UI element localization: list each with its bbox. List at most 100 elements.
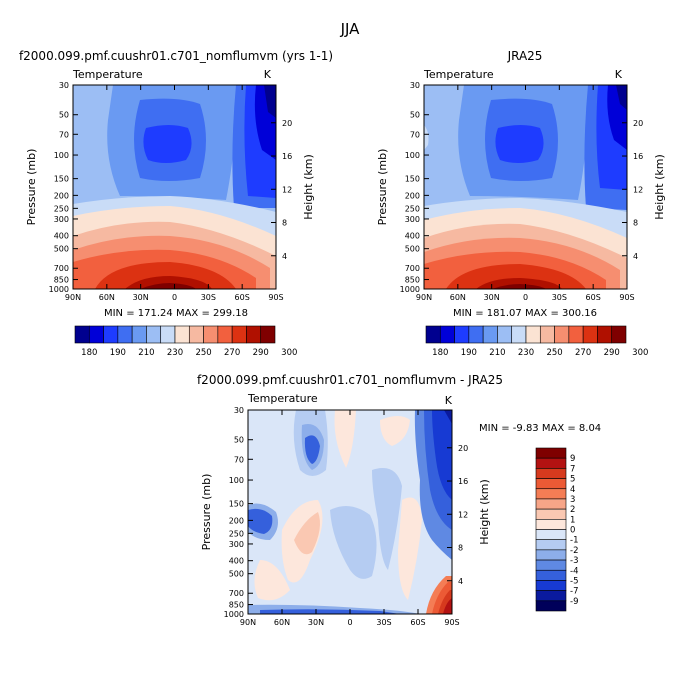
colorbar-label: -9 <box>570 597 578 607</box>
y-tick-label: 300 <box>54 215 69 224</box>
colorbar-swatch <box>535 559 567 571</box>
colorbar-swatch <box>535 549 567 561</box>
x-tick-label: 60S <box>235 293 250 302</box>
colorbar-swatch <box>535 468 567 479</box>
y-tick-label: 400 <box>405 232 420 241</box>
x-tick-label: 90S <box>444 618 459 627</box>
colorbar-swatch <box>535 508 567 520</box>
colorbar-label: 5 <box>570 475 575 485</box>
contour-field <box>73 85 276 289</box>
y-ticks-right: 20 16 12 8 4 <box>622 119 643 261</box>
colorbar-label: 290 <box>604 348 620 358</box>
y-axis-label: Pressure (mb) <box>200 474 213 551</box>
colorbar-swatch <box>535 580 567 591</box>
y-axis-label: Pressure (mb) <box>25 149 38 226</box>
colorbar-swatch <box>535 488 567 500</box>
colorbar-label: 190 <box>461 348 477 358</box>
y-tick-label: 500 <box>229 570 244 579</box>
y-tick-label-right: 4 <box>458 577 463 586</box>
y-tick-label: 700 <box>229 589 244 598</box>
colorbar-swatch <box>554 325 570 344</box>
x-tick-label: 30N <box>484 293 500 302</box>
y-axis-label-right: Height (km) <box>478 479 491 545</box>
y-axis-label-right: Height (km) <box>653 154 666 220</box>
colorbar-swatch <box>482 325 498 344</box>
colorbar-swatch <box>535 478 567 490</box>
panel-obs: JRA25 Temperature K 90N 60N 30N 0 30S 60S 90S <box>376 49 666 358</box>
plot-frame: 90N 60N 30N 0 30S 60S 90S 30507010015020025030… <box>224 406 469 627</box>
y-tick-label: 500 <box>405 245 420 254</box>
colorbar-label: 3 <box>570 495 575 505</box>
x-tick-label: 90N <box>416 293 432 302</box>
panel-units: K <box>445 394 453 407</box>
y-tick-label: 70 <box>59 130 69 139</box>
colorbar-swatch <box>425 325 441 344</box>
colorbar-label: 190 <box>110 348 126 358</box>
colorbar-swatch <box>454 325 470 344</box>
x-tick-label: 30S <box>201 293 216 302</box>
x-tick-label: 60N <box>99 293 115 302</box>
y-axis-label: Pressure (mb) <box>376 149 389 226</box>
contour-field <box>424 85 627 289</box>
y-tick-label: 100 <box>405 151 420 160</box>
colorbar-label: -5 <box>570 576 578 586</box>
colorbar-swatch <box>535 539 567 551</box>
colorbar-swatch <box>117 325 133 344</box>
min-max-label: MIN = -9.83 MAX = 8.04 <box>479 423 601 434</box>
min-max-label: MIN = 171.24 MAX = 299.18 <box>104 308 248 319</box>
colorbar-swatch <box>217 325 233 344</box>
y-tick-label-right: 4 <box>633 252 638 261</box>
colorbar-swatch <box>103 325 119 344</box>
y-tick-label: 850 <box>229 601 244 610</box>
x-tick-label: 90S <box>268 293 283 302</box>
x-ticks: 90N 60N 30N 0 30S 60S 90S <box>240 410 460 627</box>
colorbar-swatch <box>535 519 567 530</box>
x-tick-label: 0 <box>172 293 177 302</box>
x-tick-label: 0 <box>347 618 352 627</box>
y-tick-label: 700 <box>405 264 420 273</box>
colorbar-label: 270 <box>575 348 591 358</box>
y-tick-label: 850 <box>54 276 69 285</box>
y-tick-label: 70 <box>234 455 244 464</box>
x-tick-label: 60N <box>450 293 466 302</box>
colorbar-swatch <box>525 325 541 344</box>
y-tick-label: 30 <box>410 81 420 90</box>
colorbar-label: 210 <box>138 348 154 358</box>
colorbar-label: -1 <box>570 536 578 546</box>
y-tick-label-right: 16 <box>458 477 468 486</box>
colorbar-label: 180 <box>432 348 448 358</box>
colorbar-swatch <box>582 325 598 344</box>
y-tick-label: 50 <box>234 436 244 445</box>
y-tick-label-right: 20 <box>458 444 468 453</box>
y-tick-label-right: 20 <box>282 119 292 128</box>
y-tick-label-right: 16 <box>633 152 643 161</box>
y-tick-label: 100 <box>54 151 69 160</box>
y-tick-label: 250 <box>229 529 244 538</box>
y-tick-label: 150 <box>405 175 420 184</box>
y-axis-label-right: Height (km) <box>302 154 315 220</box>
colorbar-label: 7 <box>570 464 575 474</box>
x-tick-label: 30S <box>376 618 391 627</box>
x-tick-label: 30S <box>552 293 567 302</box>
panel-units: K <box>264 68 272 81</box>
y-ticks-right: 20 16 12 8 4 <box>447 444 468 586</box>
colorbar-label: 1 <box>570 515 575 525</box>
x-tick-label: 30N <box>133 293 149 302</box>
y-tick-label: 850 <box>405 276 420 285</box>
colorbar-swatch <box>535 569 567 581</box>
y-tick-label: 200 <box>229 516 244 525</box>
panel-units: K <box>615 68 623 81</box>
colorbar-label: 290 <box>253 348 269 358</box>
panel-subtitle: Temperature <box>72 68 143 81</box>
colorbar-swatch <box>88 325 104 344</box>
colorbar-label: 230 <box>518 348 534 358</box>
colorbar-label: 180 <box>81 348 97 358</box>
colorbar-swatch <box>535 529 567 540</box>
panel-model: f2000.099.pmf.cuushr01.c701_nomflumvm (y… <box>19 49 333 358</box>
y-tick-label: 200 <box>54 191 69 200</box>
colorbar-label: -3 <box>570 556 578 566</box>
